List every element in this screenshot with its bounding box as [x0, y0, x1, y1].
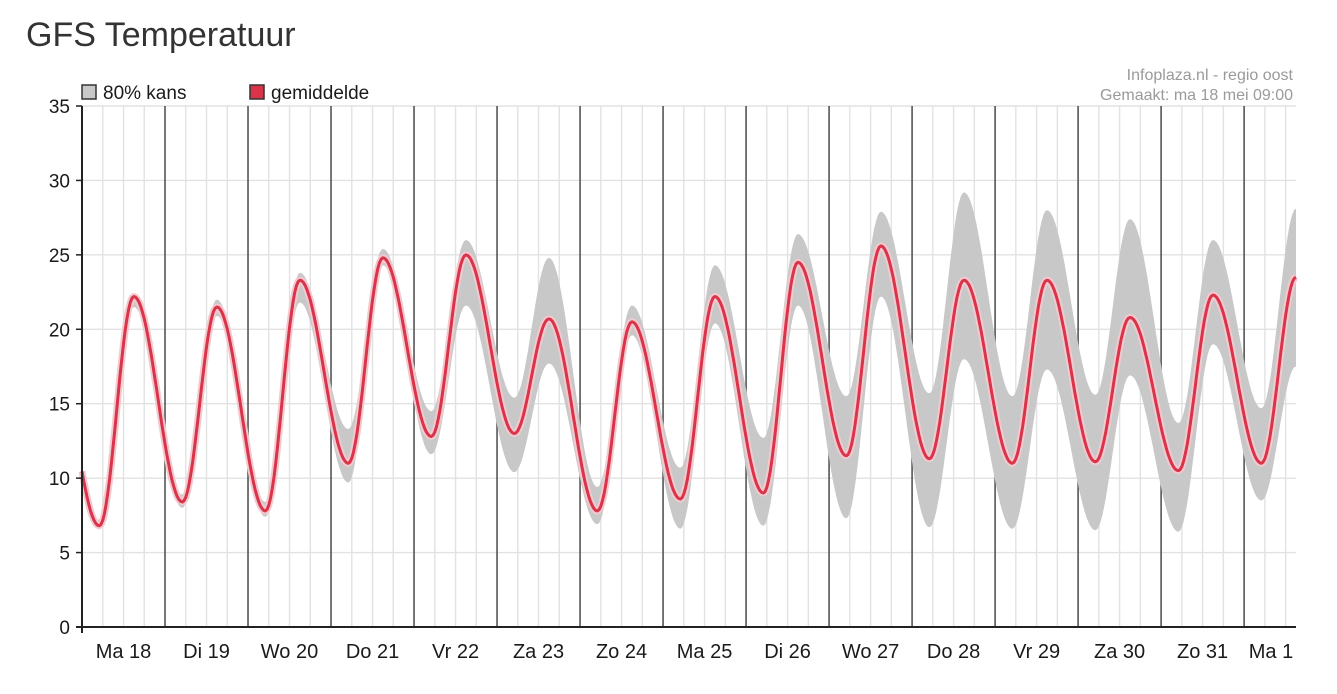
- day-label: Vr 29: [1013, 641, 1060, 663]
- legend-swatch-band: [81, 84, 97, 100]
- axes: 0 5 10 15 20 25 30 35 Ma 18 Di 19 Wo 20 Do 21 Vr 22 Z…: [49, 97, 1296, 663]
- credit-source: Infoplaza.nl - regio oost: [1127, 67, 1294, 84]
- day-label: Wo 27: [842, 641, 899, 663]
- day-label: Za 23: [513, 641, 564, 663]
- day-label: Wo 20: [261, 641, 318, 663]
- day-label: Do 21: [346, 641, 399, 663]
- day-label: Ma 25: [677, 641, 733, 663]
- legend-label-band: 80% kans: [103, 83, 186, 104]
- y-tick-label: 0: [59, 618, 70, 639]
- day-label: Vr 22: [432, 641, 479, 663]
- y-tick-label: 35: [49, 97, 70, 118]
- mean-line-layer: [78, 242, 1298, 530]
- day-label: Za 30: [1094, 641, 1145, 663]
- day-label: Zo 24: [596, 641, 647, 663]
- legend-swatch-mean: [249, 84, 265, 100]
- probability-band: [82, 192, 1296, 532]
- y-tick-label: 30: [49, 171, 70, 192]
- day-label: Ma 18: [96, 641, 152, 663]
- day-label: Zo 31: [1177, 641, 1228, 663]
- y-tick-label: 15: [49, 395, 70, 416]
- legend-label-mean: gemiddelde: [271, 83, 369, 104]
- credit: Infoplaza.nl - regio oost Gemaakt: ma 18…: [1100, 67, 1294, 104]
- probability-band-layer: [82, 192, 1296, 532]
- page-title: GFS Temperatuur: [26, 16, 296, 54]
- day-label: Di 19: [183, 641, 230, 663]
- day-label: Ma 1: [1249, 641, 1293, 663]
- y-tick-label: 10: [49, 469, 70, 490]
- mean-line: [80, 244, 1297, 528]
- y-tick-label: 20: [49, 320, 70, 341]
- legend: 80% kans gemiddelde: [81, 83, 369, 104]
- day-label: Di 26: [764, 641, 811, 663]
- credit-created: Gemaakt: ma 18 mei 09:00: [1100, 87, 1293, 104]
- y-tick-label: 25: [49, 246, 70, 267]
- y-tick-label: 5: [59, 544, 70, 565]
- day-label: Do 28: [927, 641, 980, 663]
